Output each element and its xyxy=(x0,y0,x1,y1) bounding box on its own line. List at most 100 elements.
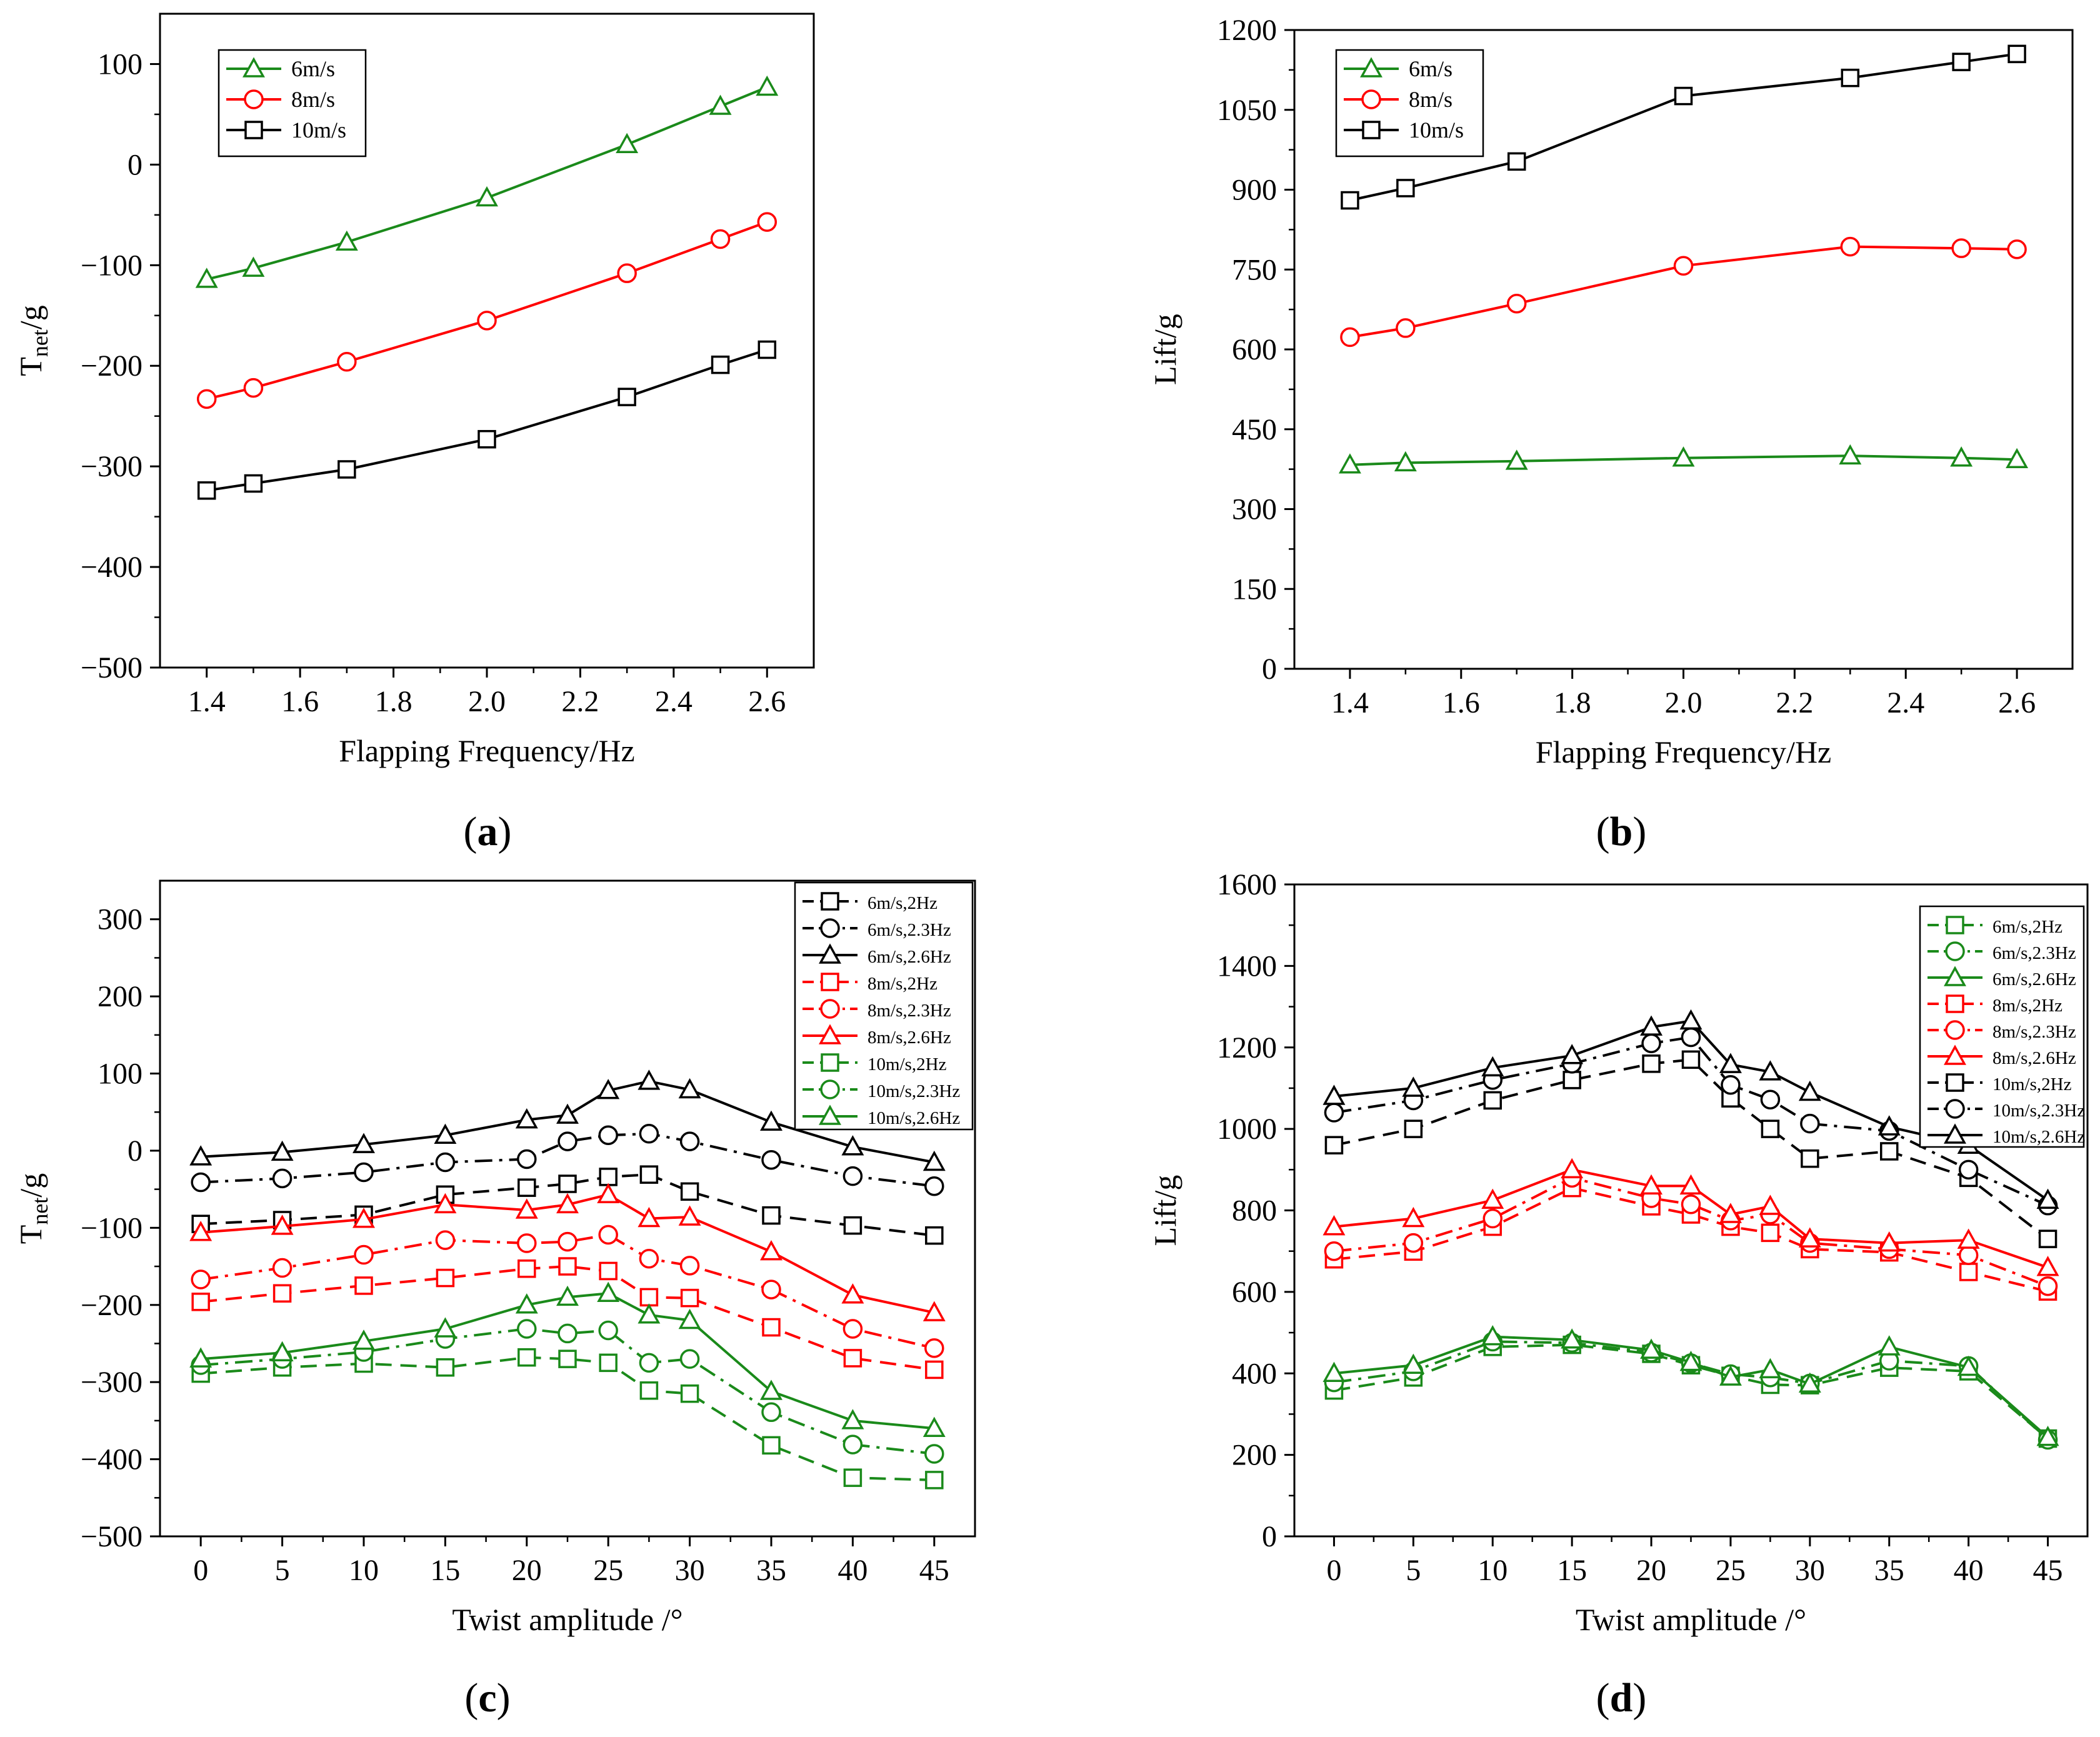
data-point xyxy=(477,311,497,331)
y-tick-label: 600 xyxy=(1232,333,1277,366)
y-tick-label: −100 xyxy=(81,1211,142,1244)
data-point xyxy=(1760,1089,1781,1109)
data-point xyxy=(352,1329,375,1350)
data-point xyxy=(1561,1044,1584,1064)
data-point xyxy=(841,1409,864,1429)
x-axis-title: Twist amplitude /° xyxy=(1576,1602,1806,1637)
data-point xyxy=(436,1358,455,1377)
y-tick-label: 400 xyxy=(1232,1357,1277,1390)
data-point xyxy=(435,1230,456,1250)
data-point xyxy=(518,1348,536,1367)
data-point xyxy=(478,429,496,449)
x-tick-label: 5 xyxy=(275,1554,290,1587)
data-point xyxy=(338,460,356,479)
y-axis-title-main: T xyxy=(13,357,48,376)
data-point xyxy=(638,1206,661,1228)
data-point xyxy=(679,1349,700,1369)
legend-marker xyxy=(819,1024,841,1044)
data-point xyxy=(1674,86,1693,106)
x-tick-label: 2.4 xyxy=(1887,686,1924,719)
data-point xyxy=(924,1444,944,1464)
y-tick-label: 150 xyxy=(1232,573,1277,606)
y-tick-label: −300 xyxy=(81,1366,142,1399)
legend-marker xyxy=(1946,994,1964,1013)
series-line xyxy=(201,1079,935,1164)
series-10m/s,2.6Hz xyxy=(1322,1009,2059,1209)
data-point xyxy=(335,230,358,251)
data-point xyxy=(758,340,777,359)
data-point xyxy=(1798,1372,1821,1393)
data-point xyxy=(1759,1060,1782,1081)
data-point xyxy=(354,1244,374,1265)
data-point xyxy=(1561,1158,1584,1179)
data-point xyxy=(639,1248,659,1269)
data-point xyxy=(558,1131,578,1151)
legend-marker xyxy=(821,1053,839,1072)
legend-marker xyxy=(1946,1073,1964,1092)
y-axis-title-subscript: net xyxy=(28,329,52,357)
series-line xyxy=(1333,1058,2049,1240)
data-point xyxy=(597,1281,620,1303)
legend-label: 6m/s,2Hz xyxy=(1992,917,2062,937)
legend-marker xyxy=(244,121,263,139)
x-tick-label: 45 xyxy=(2033,1554,2063,1587)
series-line xyxy=(201,1356,934,1481)
data-point xyxy=(271,1341,294,1362)
data-point xyxy=(1761,1223,1780,1243)
data-point xyxy=(1641,1033,1661,1053)
series-8m/s xyxy=(196,212,778,409)
series-10m/s xyxy=(197,340,777,500)
x-tick-label: 40 xyxy=(1954,1554,1984,1587)
data-point xyxy=(517,1149,537,1169)
panel-label-letter: b xyxy=(1610,809,1633,854)
data-point xyxy=(761,1150,781,1170)
data-point xyxy=(922,1301,946,1321)
legend-label: 8m/s xyxy=(291,87,335,112)
y-tick-label: 0 xyxy=(128,148,142,181)
data-point xyxy=(679,1256,700,1276)
y-axis-title-main: Lift/g xyxy=(1148,1175,1182,1246)
data-point xyxy=(1506,294,1527,314)
data-point xyxy=(1719,1053,1742,1073)
data-point xyxy=(1324,1241,1344,1261)
data-point xyxy=(924,1338,944,1358)
chart-c: 0 5 10 15 20 25 30 35 40 45 −500 −400 −300 −200 −100 0 1… xyxy=(13,879,976,1637)
data-point xyxy=(1950,446,1973,467)
legend-label: 8m/s,2Hz xyxy=(1992,996,2062,1016)
data-point xyxy=(2036,1188,2059,1209)
y-tick-label: −400 xyxy=(81,1443,142,1476)
x-tick-label: 20 xyxy=(1636,1554,1666,1587)
x-tick-label: 10 xyxy=(349,1554,379,1587)
panel-d: 0 5 10 15 20 25 30 35 40 45 0 200 400 600 800 1000 1200 1… xyxy=(1148,868,2089,1721)
data-point xyxy=(843,1216,862,1235)
data-point xyxy=(639,1288,659,1307)
data-point xyxy=(1481,1188,1504,1209)
x-tick-label: 25 xyxy=(593,1554,623,1587)
data-point xyxy=(616,133,639,153)
series-line xyxy=(201,1328,935,1455)
data-point xyxy=(1341,191,1359,210)
legend-label: 8m/s xyxy=(1409,87,1452,112)
data-point xyxy=(762,1436,781,1455)
y-tick-label: 800 xyxy=(1232,1194,1277,1228)
legend-label: 8m/s,2.6Hz xyxy=(868,1028,951,1048)
series-line xyxy=(1334,1168,2049,1269)
data-point xyxy=(1719,1203,1742,1223)
data-point xyxy=(842,1166,863,1186)
data-point xyxy=(515,1198,538,1219)
data-point xyxy=(761,1279,781,1299)
series-line xyxy=(1334,1335,2049,1439)
series-line xyxy=(1334,1176,2049,1288)
data-point xyxy=(1394,451,1417,472)
data-point xyxy=(1396,179,1415,198)
y-tick-label: 1050 xyxy=(1217,94,1277,127)
data-point xyxy=(1957,1355,1980,1376)
data-point xyxy=(1878,1335,1901,1356)
panel-label-open-paren: ( xyxy=(1596,809,1610,854)
series-line xyxy=(1334,1036,2049,1207)
x-tick-label: 10 xyxy=(1478,1554,1508,1587)
x-axis-title: Flapping Frequency/Hz xyxy=(1536,734,1832,769)
y-tick-label: −100 xyxy=(81,249,142,282)
data-point xyxy=(711,355,730,374)
data-point xyxy=(1759,1194,1782,1215)
